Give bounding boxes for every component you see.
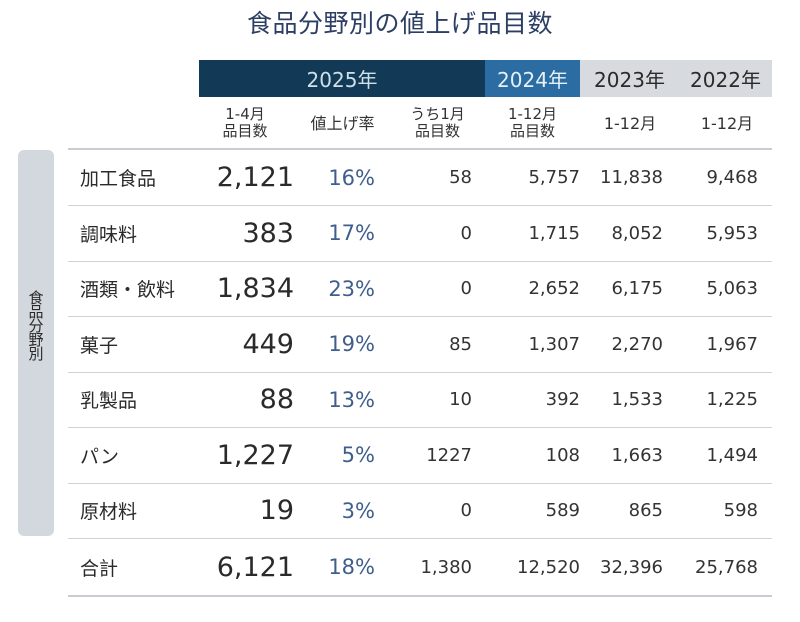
column-header-items-jan-apr: 1-4月 品目数 bbox=[205, 100, 285, 146]
items-2025-cell: 2,121 bbox=[216, 162, 294, 193]
column-header-line: 値上げ率 bbox=[310, 113, 375, 133]
column-header-line: 品目数 bbox=[509, 122, 555, 140]
rate-cell: 17% bbox=[328, 221, 375, 245]
table-row: 酒類・飲料 1,834 23% 0 2,652 6,175 5,063 bbox=[68, 261, 772, 316]
table-row: 乳製品 88 13% 10 392 1,533 1,225 bbox=[68, 372, 772, 427]
january-items-cell: 0 bbox=[460, 500, 472, 521]
january-items-cell: 0 bbox=[460, 278, 472, 299]
column-header-rate: 値上げ率 bbox=[295, 100, 390, 146]
year-header-2022: 2022年 bbox=[679, 60, 772, 97]
items-2025-cell: 88 bbox=[259, 384, 294, 415]
column-header-line: 品目数 bbox=[414, 122, 460, 140]
table-row: 加工食品 2,121 16% 58 5,757 11,838 9,468 bbox=[68, 150, 772, 205]
table-row: パン 1,227 5% 1227 108 1,663 1,494 bbox=[68, 428, 772, 483]
items-2022-cell: 1,967 bbox=[706, 333, 758, 355]
row-divider bbox=[68, 594, 772, 597]
column-header-line: うち1月 bbox=[410, 105, 465, 123]
table-row: 菓子 449 19% 85 1,307 2,270 1,967 bbox=[68, 317, 772, 372]
column-header-january: うち1月 品目数 bbox=[395, 100, 480, 146]
items-2023-cell: 865 bbox=[628, 500, 663, 521]
category-cell: 調味料 bbox=[80, 223, 138, 246]
rate-cell: 13% bbox=[328, 387, 375, 412]
items-2025-cell: 1,227 bbox=[216, 439, 294, 471]
items-2022-cell: 5,953 bbox=[706, 222, 758, 244]
column-header-2023: 1-12月 bbox=[585, 100, 675, 146]
row-divider bbox=[68, 260, 772, 262]
items-2023-cell: 8,052 bbox=[611, 222, 663, 244]
items-2024-cell: 12,520 bbox=[517, 556, 580, 578]
category-group-label: 食品分野別 bbox=[18, 150, 54, 536]
items-2023-cell: 32,396 bbox=[600, 556, 663, 578]
january-items-cell: 58 bbox=[449, 167, 472, 188]
january-items-cell: 10 bbox=[449, 389, 472, 410]
row-divider bbox=[68, 371, 772, 373]
items-2022-cell: 25,768 bbox=[695, 556, 758, 578]
year-header-2023: 2023年 bbox=[580, 60, 679, 97]
column-header-2024: 1-12月 品目数 bbox=[490, 100, 575, 146]
items-2024-cell: 589 bbox=[545, 500, 580, 521]
january-items-cell: 0 bbox=[460, 222, 472, 244]
items-2024-cell: 108 bbox=[545, 444, 580, 466]
rate-cell: 5% bbox=[341, 443, 375, 467]
category-cell: 乳製品 bbox=[80, 390, 138, 412]
items-2023-cell: 1,663 bbox=[611, 444, 663, 466]
year-header-2025: 2025年 bbox=[199, 60, 485, 97]
items-2024-cell: 2,652 bbox=[528, 278, 580, 299]
row-divider bbox=[68, 205, 772, 206]
rate-cell: 18% bbox=[328, 555, 375, 579]
rate-cell: 16% bbox=[328, 165, 375, 190]
items-2023-cell: 1,533 bbox=[611, 389, 663, 410]
row-divider bbox=[68, 482, 772, 484]
items-2024-cell: 1,307 bbox=[528, 333, 580, 355]
items-2024-cell: 5,757 bbox=[528, 167, 580, 188]
table-row: 原材料 19 3% 0 589 865 598 bbox=[68, 483, 772, 538]
rate-cell: 19% bbox=[328, 332, 375, 356]
column-header-line: 1-4月 bbox=[225, 105, 265, 123]
items-2023-cell: 2,270 bbox=[611, 333, 663, 355]
category-cell: パン bbox=[80, 445, 119, 468]
january-items-cell: 1,380 bbox=[420, 556, 472, 578]
items-2022-cell: 1,225 bbox=[706, 389, 758, 410]
items-2022-cell: 1,494 bbox=[706, 444, 758, 466]
column-header-line: 1-12月 bbox=[603, 113, 657, 133]
column-header-line: 1-12月 bbox=[700, 113, 754, 133]
january-items-cell: 85 bbox=[449, 333, 472, 355]
items-2023-cell: 11,838 bbox=[600, 167, 663, 188]
column-header-line: 1-12月 bbox=[507, 105, 558, 123]
category-cell: 菓子 bbox=[80, 334, 119, 357]
column-header-line: 品目数 bbox=[222, 122, 268, 140]
total-row: 合計 6,121 18% 1,380 12,520 32,396 25,768 bbox=[68, 540, 772, 595]
year-header-2024: 2024年 bbox=[485, 60, 580, 97]
category-cell: 加工食品 bbox=[80, 168, 157, 190]
items-2022-cell: 5,063 bbox=[706, 278, 758, 299]
items-2022-cell: 598 bbox=[723, 500, 758, 521]
header-divider bbox=[68, 148, 772, 150]
table-row: 調味料 383 17% 0 1,715 8,052 5,953 bbox=[68, 206, 772, 261]
row-divider bbox=[68, 427, 772, 428]
items-2025-cell: 19 bbox=[259, 495, 294, 526]
items-2024-cell: 392 bbox=[545, 389, 580, 410]
items-2025-cell: 383 bbox=[242, 217, 294, 249]
category-cell: 合計 bbox=[80, 557, 119, 580]
january-items-cell: 1227 bbox=[426, 444, 472, 466]
items-2025-cell: 449 bbox=[242, 328, 294, 360]
rate-cell: 23% bbox=[328, 276, 375, 301]
sidebar-label: 食品分野別 bbox=[26, 290, 45, 360]
items-2025-cell: 1,834 bbox=[216, 273, 294, 304]
row-divider bbox=[68, 316, 772, 317]
category-cell: 酒類・飲料 bbox=[80, 279, 176, 301]
items-2024-cell: 1,715 bbox=[528, 222, 580, 244]
column-header-2022: 1-12月 bbox=[682, 100, 772, 146]
page-title: 食品分野別の値上げ品目数 bbox=[246, 9, 553, 38]
items-2022-cell: 9,468 bbox=[706, 167, 758, 188]
category-cell: 原材料 bbox=[80, 501, 138, 523]
row-divider bbox=[68, 538, 772, 539]
items-2025-cell: 6,121 bbox=[216, 551, 294, 583]
items-2023-cell: 6,175 bbox=[611, 278, 663, 299]
rate-cell: 3% bbox=[341, 498, 375, 523]
